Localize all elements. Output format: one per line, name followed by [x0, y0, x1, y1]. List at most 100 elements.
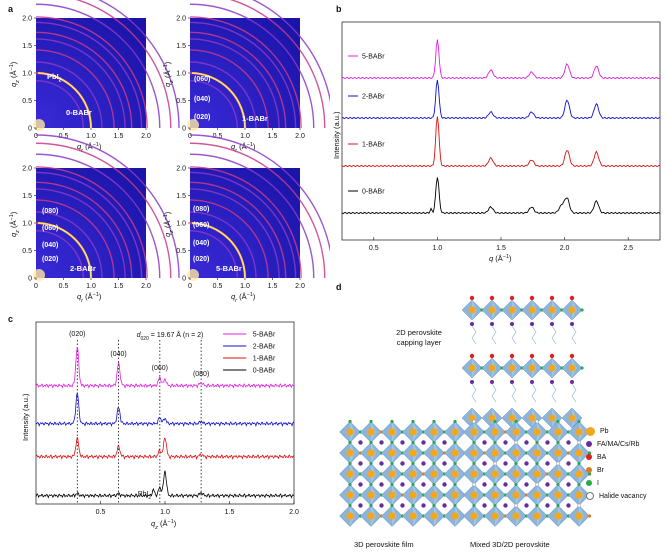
y-tick-label: 0.5	[176, 98, 186, 105]
x-tick-label: 0	[34, 133, 38, 140]
x-tick-label: 0.5	[369, 245, 379, 252]
pb-atom	[430, 491, 438, 499]
halide-atom	[348, 482, 352, 487]
x-tick-label: 1.0	[86, 283, 96, 290]
y-tick-label: 2.0	[22, 16, 32, 23]
pb-atom	[554, 449, 562, 457]
halide-atom	[514, 440, 518, 445]
halide-atom	[556, 419, 560, 424]
x-axis-label: qr (Å−1)	[231, 142, 256, 154]
diffraction-ring	[229, 0, 326, 129]
halide-atom	[411, 461, 415, 466]
x-tick-label: 1.0	[433, 245, 443, 252]
pb-atom	[451, 428, 459, 436]
diffraction-ring	[189, 38, 280, 129]
schematic-legend: Pb FA/MA/Cs/Rb BA Br I Halide vacancy	[586, 426, 646, 504]
halide-atom	[580, 366, 584, 370]
gixd-tile-4: 0 0.5 1.0 1.5 2.0 0 0.5 1.0 1.5 2.0 qr (Å−1) qz (Å−…	[163, 134, 330, 304]
legend-label-0-BABr: 0-BABr	[253, 368, 276, 375]
peak-label: (040)	[110, 351, 126, 358]
a-site-cation	[503, 482, 508, 487]
y-tick-label: 2.0	[176, 16, 186, 23]
diffraction-ring	[35, 80, 84, 129]
pb-atom	[512, 428, 520, 436]
ba-molecule	[509, 353, 515, 359]
pb-atom	[554, 470, 562, 478]
peak-label-040: (040)	[194, 96, 211, 103]
x-tick-label: 1.0	[160, 509, 170, 516]
a-site-cation	[550, 322, 554, 326]
a-site-cation	[358, 482, 363, 487]
a-site-cation	[524, 503, 529, 508]
pb-atom	[430, 470, 438, 478]
a-site-cation	[545, 440, 550, 445]
pbi2-annotation: PbI2	[138, 491, 152, 501]
ba-chain	[471, 325, 477, 345]
halide-atom	[535, 482, 539, 487]
legend-item: BA	[586, 452, 646, 462]
halide-atom	[472, 503, 476, 508]
halide-atom	[556, 440, 560, 445]
a-site-cation	[566, 482, 571, 487]
diffraction-ring	[189, 166, 302, 279]
legend-swatch	[586, 426, 595, 436]
x-tick-label: 2.0	[289, 509, 299, 516]
pb-atom	[533, 428, 541, 436]
halide-atom	[432, 461, 436, 466]
halide-atom	[493, 440, 497, 445]
mixed-film	[463, 419, 592, 527]
beam-spot	[187, 269, 199, 281]
ba-molecule	[549, 295, 555, 301]
diffraction-ring	[35, 230, 84, 279]
pb-atom	[451, 449, 459, 457]
pb-atom	[575, 428, 583, 436]
legend-swatch	[586, 441, 592, 447]
halide-atom	[577, 482, 581, 487]
bright-ring	[191, 72, 246, 129]
peak-label: (080)	[193, 371, 209, 378]
a-site-cation	[545, 482, 550, 487]
pb-atom	[430, 512, 438, 520]
pb-atom	[409, 428, 417, 436]
a-site-cation	[421, 503, 426, 508]
ba-chain	[551, 383, 557, 403]
pb-atom	[575, 470, 583, 478]
peak-label-040: (040)	[42, 242, 59, 249]
a-site-cation	[566, 461, 571, 466]
ba-chain	[571, 325, 577, 345]
a-site-cation	[550, 380, 554, 384]
legend-item: Br	[586, 465, 646, 475]
peak-label: (020)	[69, 331, 85, 338]
y-tick-label: 2.0	[176, 166, 186, 173]
diffraction-ring	[189, 80, 238, 129]
halide-atom	[411, 440, 415, 445]
diffraction-ring	[35, 181, 133, 279]
a-site-cation	[490, 322, 494, 326]
legend-item: I	[586, 478, 646, 488]
series-line-2-BABr	[35, 392, 295, 428]
ba-chain	[551, 325, 557, 345]
halide-atom	[577, 461, 581, 466]
halide-atom	[472, 482, 476, 487]
diffraction-ring	[35, 16, 148, 129]
bright-ring	[37, 222, 92, 279]
y-axis-label: qz (Å−1)	[9, 61, 21, 87]
a-site-cation	[503, 461, 508, 466]
halide-atom	[453, 419, 457, 424]
legend-swatch	[586, 492, 594, 500]
ba-chain	[471, 383, 477, 403]
ba-molecule	[469, 295, 475, 301]
ba-molecule	[469, 353, 475, 359]
ba-molecule	[509, 295, 515, 301]
halide-atom	[432, 503, 436, 508]
ba-molecule	[569, 353, 575, 359]
diffraction-ring	[189, 16, 302, 129]
x-axis-label: q (Å−1)	[489, 254, 512, 263]
peak-label-080: (080)	[193, 206, 210, 213]
film-label: 3D perovskite film	[354, 540, 414, 549]
legend-label: BA	[597, 453, 607, 461]
pb-atom	[512, 449, 520, 457]
pb-atom	[468, 306, 476, 314]
3d-film	[339, 419, 468, 527]
pb-atom	[346, 470, 354, 478]
